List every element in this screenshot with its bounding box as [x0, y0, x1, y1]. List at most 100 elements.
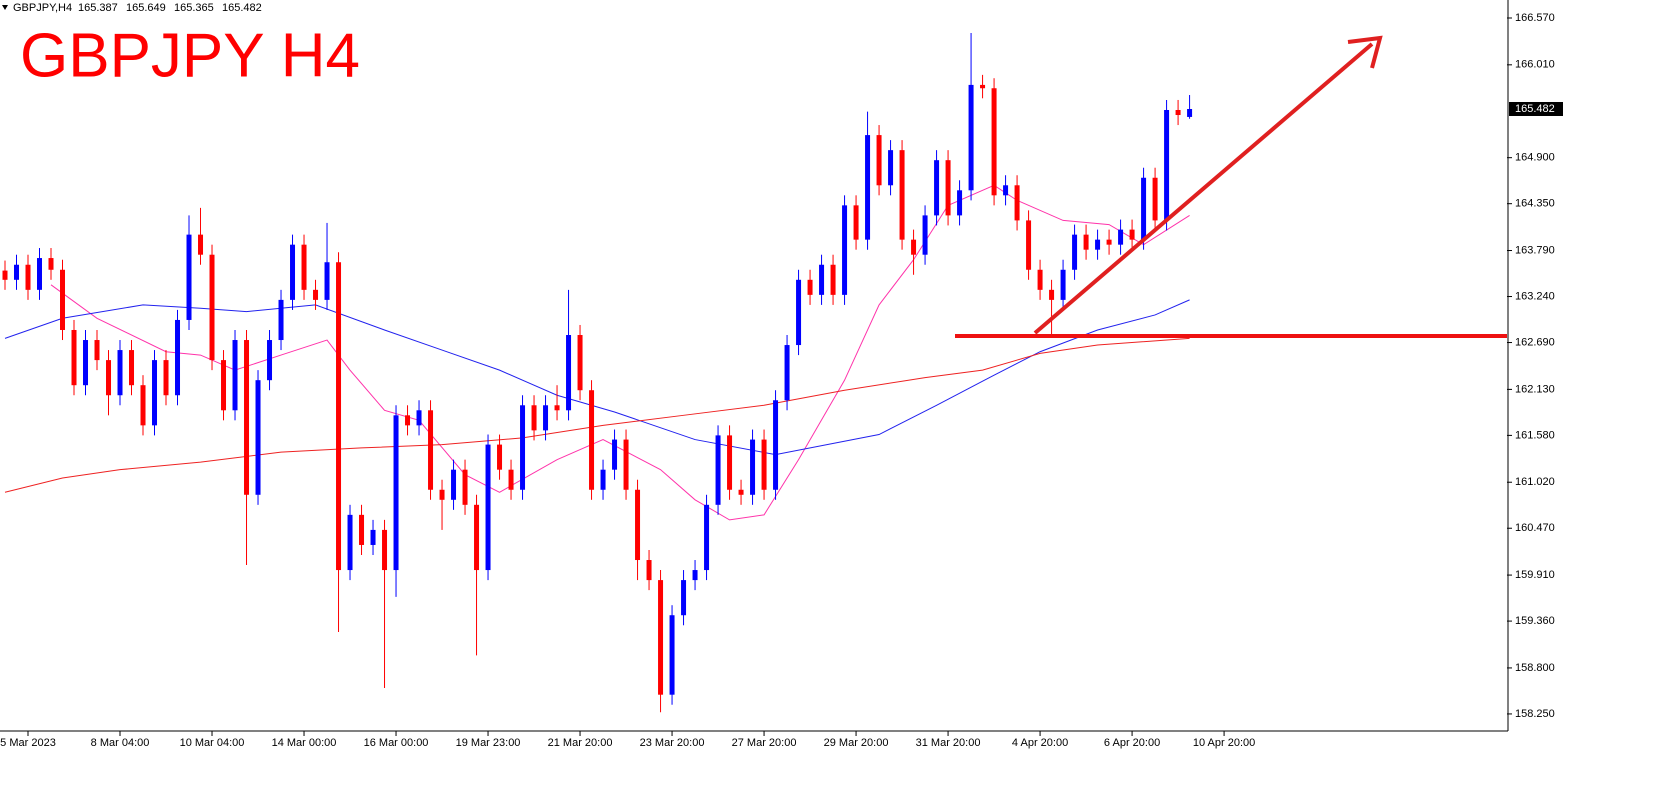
candle-body — [14, 264, 20, 280]
candle-body — [198, 234, 204, 255]
y-tick-label: 163.790 — [1515, 244, 1555, 256]
ohlc-open: 165.387 — [78, 2, 118, 14]
candle-body — [129, 350, 135, 386]
y-tick-label: 159.360 — [1515, 615, 1555, 627]
x-tick-label: 14 Mar 00:00 — [272, 737, 337, 749]
candle-body — [830, 264, 836, 295]
candle-body — [1118, 229, 1124, 245]
candle-body — [738, 489, 744, 495]
candle-body — [1164, 109, 1170, 221]
candle-body — [623, 439, 629, 490]
candle-body — [784, 345, 790, 401]
x-tick-label: 8 Mar 04:00 — [91, 737, 150, 749]
candle-body — [899, 150, 905, 240]
candle-body — [301, 244, 307, 290]
candle-body — [1083, 234, 1089, 250]
moving-average — [4, 337, 1190, 493]
candle-body — [244, 340, 250, 495]
candle-body — [497, 444, 503, 470]
candle-body — [1152, 177, 1158, 221]
x-tick-label: 10 Apr 20:00 — [1193, 737, 1255, 749]
candle-body — [175, 319, 181, 396]
y-tick-label: 162.690 — [1515, 336, 1555, 348]
menu-icon[interactable] — [2, 5, 8, 10]
x-tick-label: 31 Mar 20:00 — [916, 737, 981, 749]
candle-body — [554, 405, 560, 411]
candle-body — [1141, 177, 1147, 240]
candle-body — [25, 264, 31, 290]
candle-body — [589, 390, 595, 490]
candle-body — [428, 410, 434, 490]
candle-body — [876, 135, 882, 186]
candle-body — [1187, 108, 1193, 117]
y-tick-label: 166.570 — [1515, 12, 1555, 24]
x-tick-label: 16 Mar 00:00 — [364, 737, 429, 749]
candle-body — [439, 489, 445, 500]
y-tick-label: 158.800 — [1515, 662, 1555, 674]
candle-body — [2, 270, 8, 280]
ohlc-low: 165.365 — [174, 2, 214, 14]
candle-body — [646, 560, 652, 581]
y-tick-label: 164.350 — [1515, 198, 1555, 210]
candle-body — [324, 262, 330, 300]
price-tag-label: 165.482 — [1515, 103, 1555, 115]
candle-body — [796, 279, 802, 346]
candle-body — [140, 385, 146, 426]
candle-body — [1129, 229, 1135, 240]
arrow-head — [1347, 35, 1383, 69]
y-tick-label: 166.010 — [1515, 59, 1555, 71]
candle-body — [934, 160, 940, 216]
candle-body — [255, 380, 261, 495]
candle-body — [163, 360, 169, 396]
candle-body — [1049, 289, 1055, 300]
candle-body — [370, 529, 376, 545]
x-tick-label: 10 Mar 04:00 — [180, 737, 245, 749]
candle-body — [347, 514, 353, 571]
candle-body — [1003, 185, 1009, 196]
candle-body — [405, 415, 411, 426]
candle-body — [186, 234, 192, 320]
x-tick-label: 27 Mar 20:00 — [732, 737, 797, 749]
candle-body — [531, 405, 537, 431]
candle-body — [980, 84, 986, 89]
price-tag — [1509, 101, 1563, 116]
candle-body — [1106, 239, 1112, 245]
candle-body — [451, 469, 457, 500]
ohlc-close: 165.482 — [222, 2, 262, 14]
candle-body — [991, 88, 997, 196]
candle-body — [117, 350, 123, 396]
candle-body — [359, 514, 365, 545]
y-tick-label: 160.470 — [1515, 522, 1555, 534]
candle-body — [71, 329, 77, 386]
candle-body — [267, 340, 273, 381]
candle-body — [1175, 109, 1181, 116]
x-tick-label: 5 Mar 2023 — [0, 737, 56, 749]
candle-body — [232, 340, 238, 411]
candle-body — [692, 570, 698, 581]
y-tick-label: 158.250 — [1515, 708, 1555, 720]
candle-body — [393, 415, 399, 571]
moving-average — [50, 184, 1190, 521]
candle-body — [635, 489, 641, 561]
y-tick-label: 159.910 — [1515, 569, 1555, 581]
candle-body — [715, 435, 721, 505]
x-tick-label: 4 Apr 20:00 — [1012, 737, 1068, 749]
candle-body — [750, 439, 756, 495]
candle-body — [474, 504, 480, 571]
candle-body — [727, 435, 733, 490]
symbol-label: GBPJPY,H4 — [13, 2, 72, 14]
candle-body — [922, 215, 928, 255]
candle-body — [278, 299, 284, 341]
candle-body — [48, 258, 54, 270]
candle-body — [221, 360, 227, 411]
y-tick-label: 162.130 — [1515, 383, 1555, 395]
candle-body — [807, 279, 813, 295]
candle-body — [382, 529, 388, 571]
candle-body — [968, 84, 974, 191]
candle-body — [681, 580, 687, 616]
x-tick-label: 6 Apr 20:00 — [1104, 737, 1160, 749]
candle-body — [1060, 269, 1066, 300]
candle-body — [1037, 269, 1043, 290]
